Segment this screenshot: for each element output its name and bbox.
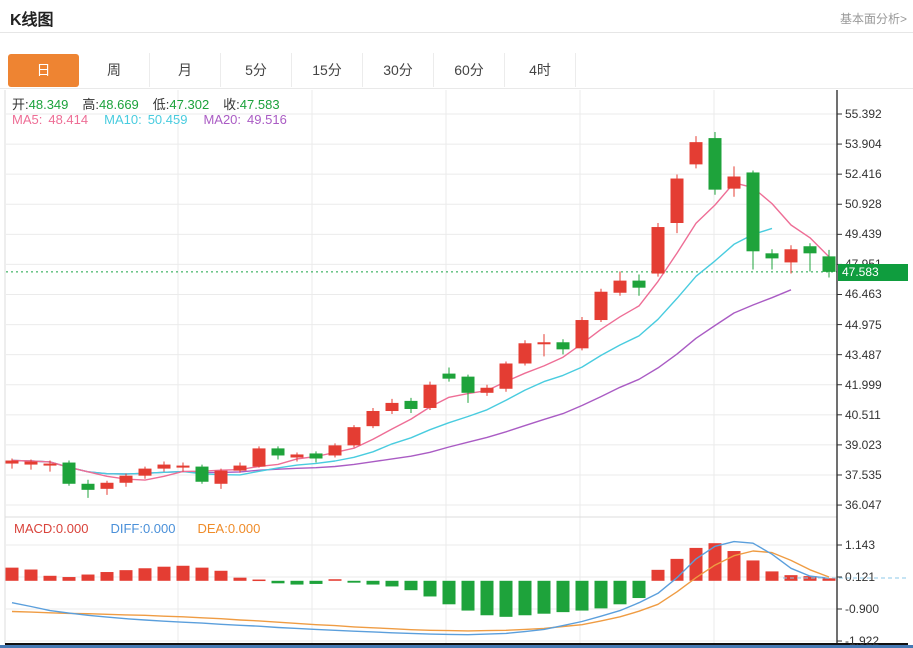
- open-value: 48.349: [28, 97, 69, 112]
- tab-5分[interactable]: 5分: [221, 53, 292, 87]
- tab-15分[interactable]: 15分: [292, 53, 363, 87]
- ma-readout: MA5: 48.414 MA10: 50.459 MA20: 49.516: [12, 112, 293, 127]
- page-title: K线图: [10, 12, 54, 29]
- close-label: 收:: [223, 97, 240, 112]
- ma10-label: MA10:: [104, 112, 142, 127]
- macd-label: MACD:: [14, 521, 56, 536]
- dea-value: 0.000: [227, 521, 261, 536]
- period-tabbar: 日周月 5分 15分 30分 60分 4时: [0, 52, 913, 89]
- price-axis-label: 36.047: [845, 498, 882, 513]
- tab-60分[interactable]: 60分: [434, 53, 505, 87]
- tab-4时[interactable]: 4时: [505, 53, 576, 87]
- price-axis-label: 53.904: [845, 137, 882, 152]
- low-value: 47.302: [169, 97, 210, 112]
- ma5-value: 48.414: [48, 112, 89, 127]
- price-axis-label: 49.439: [845, 227, 882, 242]
- macd-axis-label: 0.121: [845, 570, 876, 584]
- tab-日[interactable]: 日: [8, 54, 79, 87]
- price-axis-label: 40.511: [845, 407, 881, 422]
- dea-label: DEA:: [197, 521, 228, 536]
- header: K线图 基本面分析>: [0, 0, 913, 33]
- diff-label: DIFF:: [110, 521, 143, 536]
- price-axis-label: 43.487: [845, 347, 882, 362]
- price-axis-label: 41.999: [845, 377, 882, 392]
- price-axis-label: 52.416: [845, 167, 882, 182]
- current-price-tag: 47.583: [838, 264, 908, 281]
- tab-周[interactable]: 周: [79, 53, 150, 87]
- price-axis-label: 39.023: [845, 437, 882, 452]
- price-axis-label: 37.535: [845, 467, 882, 482]
- price-axis-label: 50.928: [845, 197, 882, 212]
- low-label: 低:: [152, 97, 170, 112]
- ma20-label: MA20:: [203, 112, 242, 127]
- price-axis-label: 46.463: [845, 287, 882, 302]
- high-label: 高:: [82, 97, 100, 112]
- macd-readout: MACD:0.000 DIFF:0.000 DEA:0.000: [14, 521, 260, 536]
- price-axis-label: 55.392: [845, 107, 882, 121]
- macd-axis-label: -0.900: [845, 601, 880, 616]
- ma20-value: 49.516: [247, 112, 287, 127]
- macd-axis-label: -1.922: [845, 634, 880, 648]
- macd-axis-label: 1.143: [845, 537, 876, 552]
- tab-30分[interactable]: 30分: [363, 53, 434, 87]
- price-axis-label: 44.975: [845, 317, 882, 332]
- ohlc-readout: 开:48.349 高:48.669 低:47.302 收:47.583: [12, 94, 294, 113]
- high-value: 48.669: [99, 97, 139, 112]
- diff-value: 0.000: [142, 521, 176, 536]
- ma5-label: MA5:: [12, 112, 43, 127]
- macd-value: 0.000: [55, 521, 89, 536]
- ma10-value: 50.459: [147, 112, 188, 127]
- tab-月[interactable]: 月: [150, 53, 221, 87]
- close-value: 47.583: [239, 97, 280, 112]
- fundamental-analysis-link[interactable]: 基本面分析>: [839, 12, 907, 26]
- open-label: 开:: [12, 97, 29, 112]
